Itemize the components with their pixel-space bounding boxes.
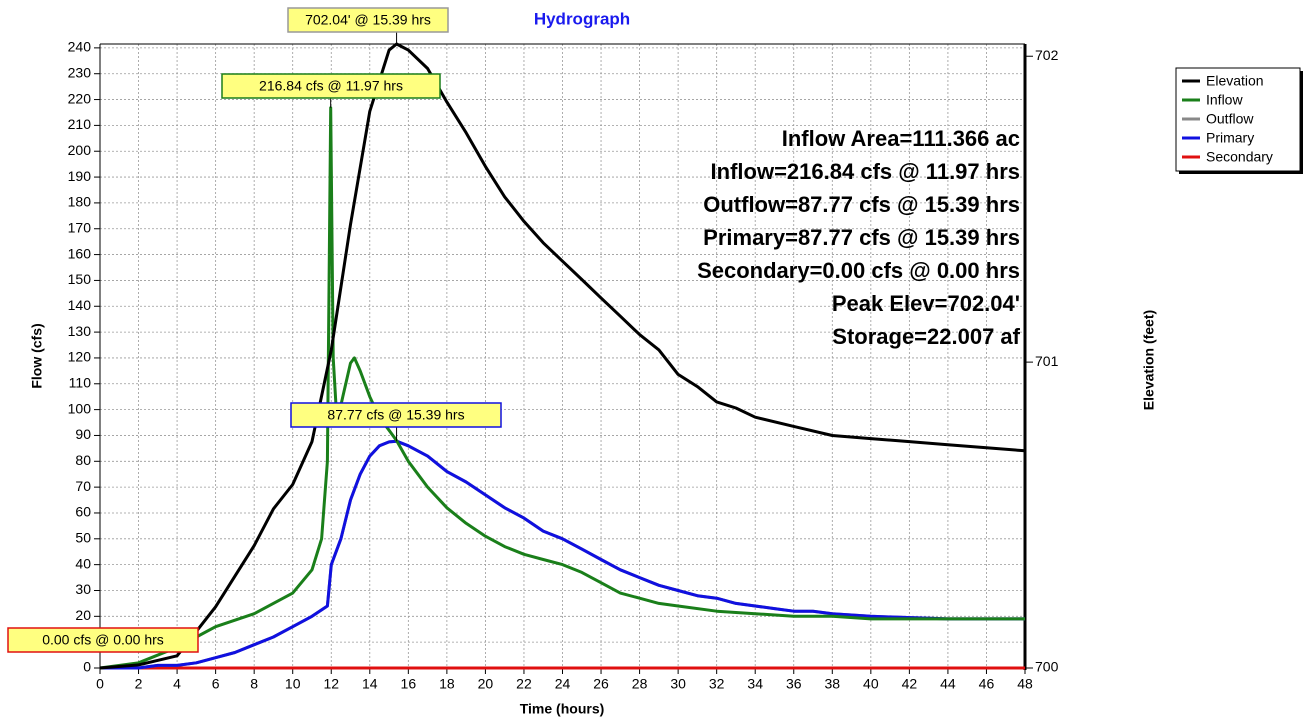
y-tick-label: 140 [68, 297, 92, 313]
y-tick-label: 220 [68, 90, 92, 106]
y-tick-label: 150 [68, 271, 92, 287]
x-tick-label: 28 [632, 676, 648, 692]
x-tick-label: 6 [212, 676, 220, 692]
x-tick-label: 2 [135, 676, 143, 692]
stat-line: Storage=22.007 af [832, 324, 1020, 349]
x-tick-label: 46 [979, 676, 995, 692]
stat-line: Secondary=0.00 cfs @ 0.00 hrs [697, 258, 1020, 283]
legend-label: Elevation [1206, 73, 1264, 89]
series-line [99, 42, 1026, 670]
y2-tick-label: 700 [1035, 659, 1059, 675]
callout-label: 216.84 cfs @ 11.97 hrs [259, 78, 403, 94]
y-tick-label: 120 [68, 349, 92, 365]
x-tick-label: 8 [250, 676, 258, 692]
y-axis-label: Flow (cfs) [29, 323, 45, 388]
y-tick-label: 50 [75, 530, 91, 546]
y-tick-label: 180 [68, 194, 92, 210]
y-tick-label: 60 [75, 504, 91, 520]
stat-line: Inflow=216.84 cfs @ 11.97 hrs [711, 159, 1020, 184]
callout-label: 0.00 cfs @ 0.00 hrs [42, 632, 164, 648]
series-line [100, 439, 1025, 670]
y2-tick-label: 702 [1035, 47, 1059, 63]
x-tick-label: 30 [670, 676, 686, 692]
y-tick-label: 30 [75, 581, 91, 597]
callout-box [290, 402, 502, 428]
x-tick-label: 16 [401, 676, 417, 692]
stat-line: Outflow=87.77 cfs @ 15.39 hrs [703, 192, 1020, 217]
legend-label: Secondary [1206, 149, 1273, 165]
callout-label: 87.77 cfs @ 15.39 hrs [327, 407, 464, 423]
legend-label: Outflow [1206, 111, 1254, 127]
y-tick-label: 230 [68, 64, 92, 80]
x-tick-label: 10 [285, 676, 301, 692]
x-tick-label: 22 [516, 676, 532, 692]
y-tick-label: 110 [69, 374, 92, 390]
stat-line: Peak Elev=702.04' [832, 291, 1020, 316]
y-tick-label: 80 [75, 452, 91, 468]
x-tick-label: 34 [747, 676, 763, 692]
callout-box [287, 7, 449, 33]
x-tick-label: 0 [96, 676, 104, 692]
y-tick-label: 170 [68, 219, 92, 235]
callout-box [7, 627, 199, 653]
x-tick-label: 32 [709, 676, 725, 692]
y-tick-label: 190 [68, 168, 92, 184]
x-tick-label: 24 [555, 676, 571, 692]
x-tick-label: 40 [863, 676, 879, 692]
y-tick-label: 210 [68, 116, 92, 132]
y-tick-label: 200 [68, 142, 92, 158]
legend-label: Primary [1206, 130, 1254, 146]
x-tick-label: 4 [173, 676, 181, 692]
x-tick-label: 18 [439, 676, 455, 692]
y-tick-label: 90 [75, 426, 91, 442]
series-line [99, 106, 1025, 670]
y-tick-label: 100 [68, 400, 92, 416]
stat-line: Primary=87.77 cfs @ 15.39 hrs [703, 225, 1020, 250]
x-tick-label: 48 [1017, 676, 1033, 692]
y-tick-label: 160 [68, 245, 92, 261]
x-tick-label: 44 [940, 676, 956, 692]
y-tick-label: 40 [75, 555, 91, 571]
x-axis-label: Time (hours) [520, 701, 605, 717]
chart-title: Hydrograph [534, 9, 630, 28]
callout-label: 702.04' @ 15.39 hrs [305, 12, 431, 28]
y2-tick-label: 701 [1035, 353, 1059, 369]
x-tick-label: 14 [362, 676, 378, 692]
y-tick-label: 20 [75, 607, 91, 623]
x-tick-label: 20 [478, 676, 494, 692]
x-tick-label: 12 [323, 676, 339, 692]
legend-label: Inflow [1206, 92, 1243, 108]
x-tick-label: 42 [902, 676, 918, 692]
y2-axis-label: Elevation (feet) [1141, 310, 1157, 410]
x-tick-label: 38 [825, 676, 841, 692]
y-tick-label: 0 [83, 659, 91, 675]
stat-line: Inflow Area=111.366 ac [782, 126, 1020, 151]
y-tick-label: 130 [68, 323, 92, 339]
x-tick-label: 36 [786, 676, 802, 692]
x-tick-label: 26 [593, 676, 609, 692]
y-tick-label: 70 [75, 478, 91, 494]
callout-box [221, 73, 441, 99]
y-tick-label: 240 [68, 39, 92, 55]
